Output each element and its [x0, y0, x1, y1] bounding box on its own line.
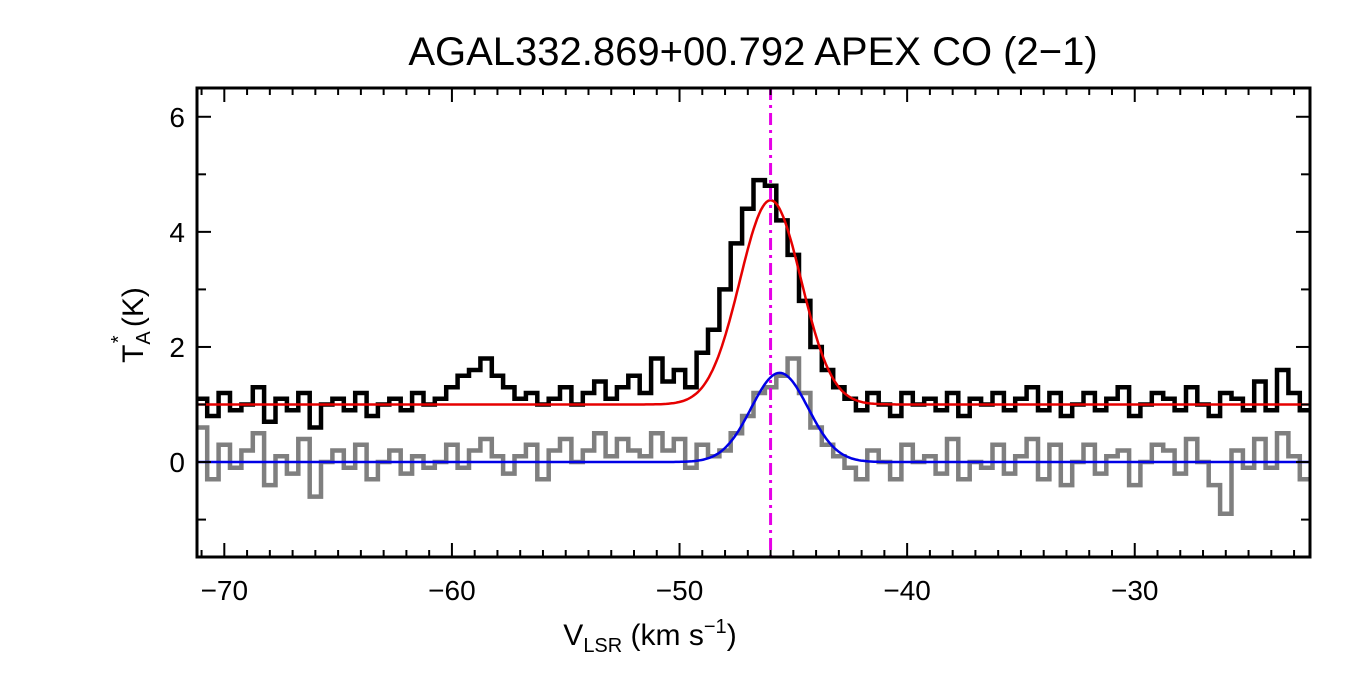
x-tick-label: −70 — [201, 575, 249, 606]
residual-line — [197, 356, 1310, 517]
chart-title: AGAL332.869+00.792 APEX CO (2−1) — [408, 30, 1097, 74]
y-tick-label: 0 — [169, 447, 185, 478]
y-axis-label-sub: A — [133, 331, 155, 345]
x-axis-label-sup: −1 — [704, 616, 727, 638]
x-axis: −70 −60 −50 −40 −30 — [200, 88, 1296, 606]
x-axis-label-main: V — [563, 619, 583, 652]
series-layer — [197, 177, 1310, 517]
x-tick-label: −50 — [656, 575, 704, 606]
y-axis: 0 2 4 6 — [169, 102, 1310, 521]
y-axis-label-main: T — [117, 345, 150, 363]
x-axis-label: VLSR (km s−1) — [563, 616, 736, 657]
y-tick-label: 2 — [169, 332, 185, 363]
y-axis-label-sup: * — [108, 335, 130, 343]
y-tick-label: 4 — [169, 217, 185, 248]
fit-total-curve — [197, 198, 1310, 406]
plot-frame — [195, 86, 1312, 559]
y-axis-label: TA* (K) — [108, 287, 155, 363]
x-tick-label: −60 — [428, 575, 476, 606]
y-tick-label: 6 — [169, 102, 185, 133]
spectrum-line — [197, 177, 1310, 430]
x-axis-label-close: ) — [727, 619, 737, 652]
y-axis-label-units: (K) — [117, 287, 150, 335]
x-tick-label: −30 — [1111, 575, 1159, 606]
fit-component-curve — [197, 371, 1310, 464]
x-axis-label-units: (km s — [622, 619, 704, 652]
x-tick-label: −40 — [883, 575, 931, 606]
x-axis-label-sub: LSR — [583, 635, 622, 657]
